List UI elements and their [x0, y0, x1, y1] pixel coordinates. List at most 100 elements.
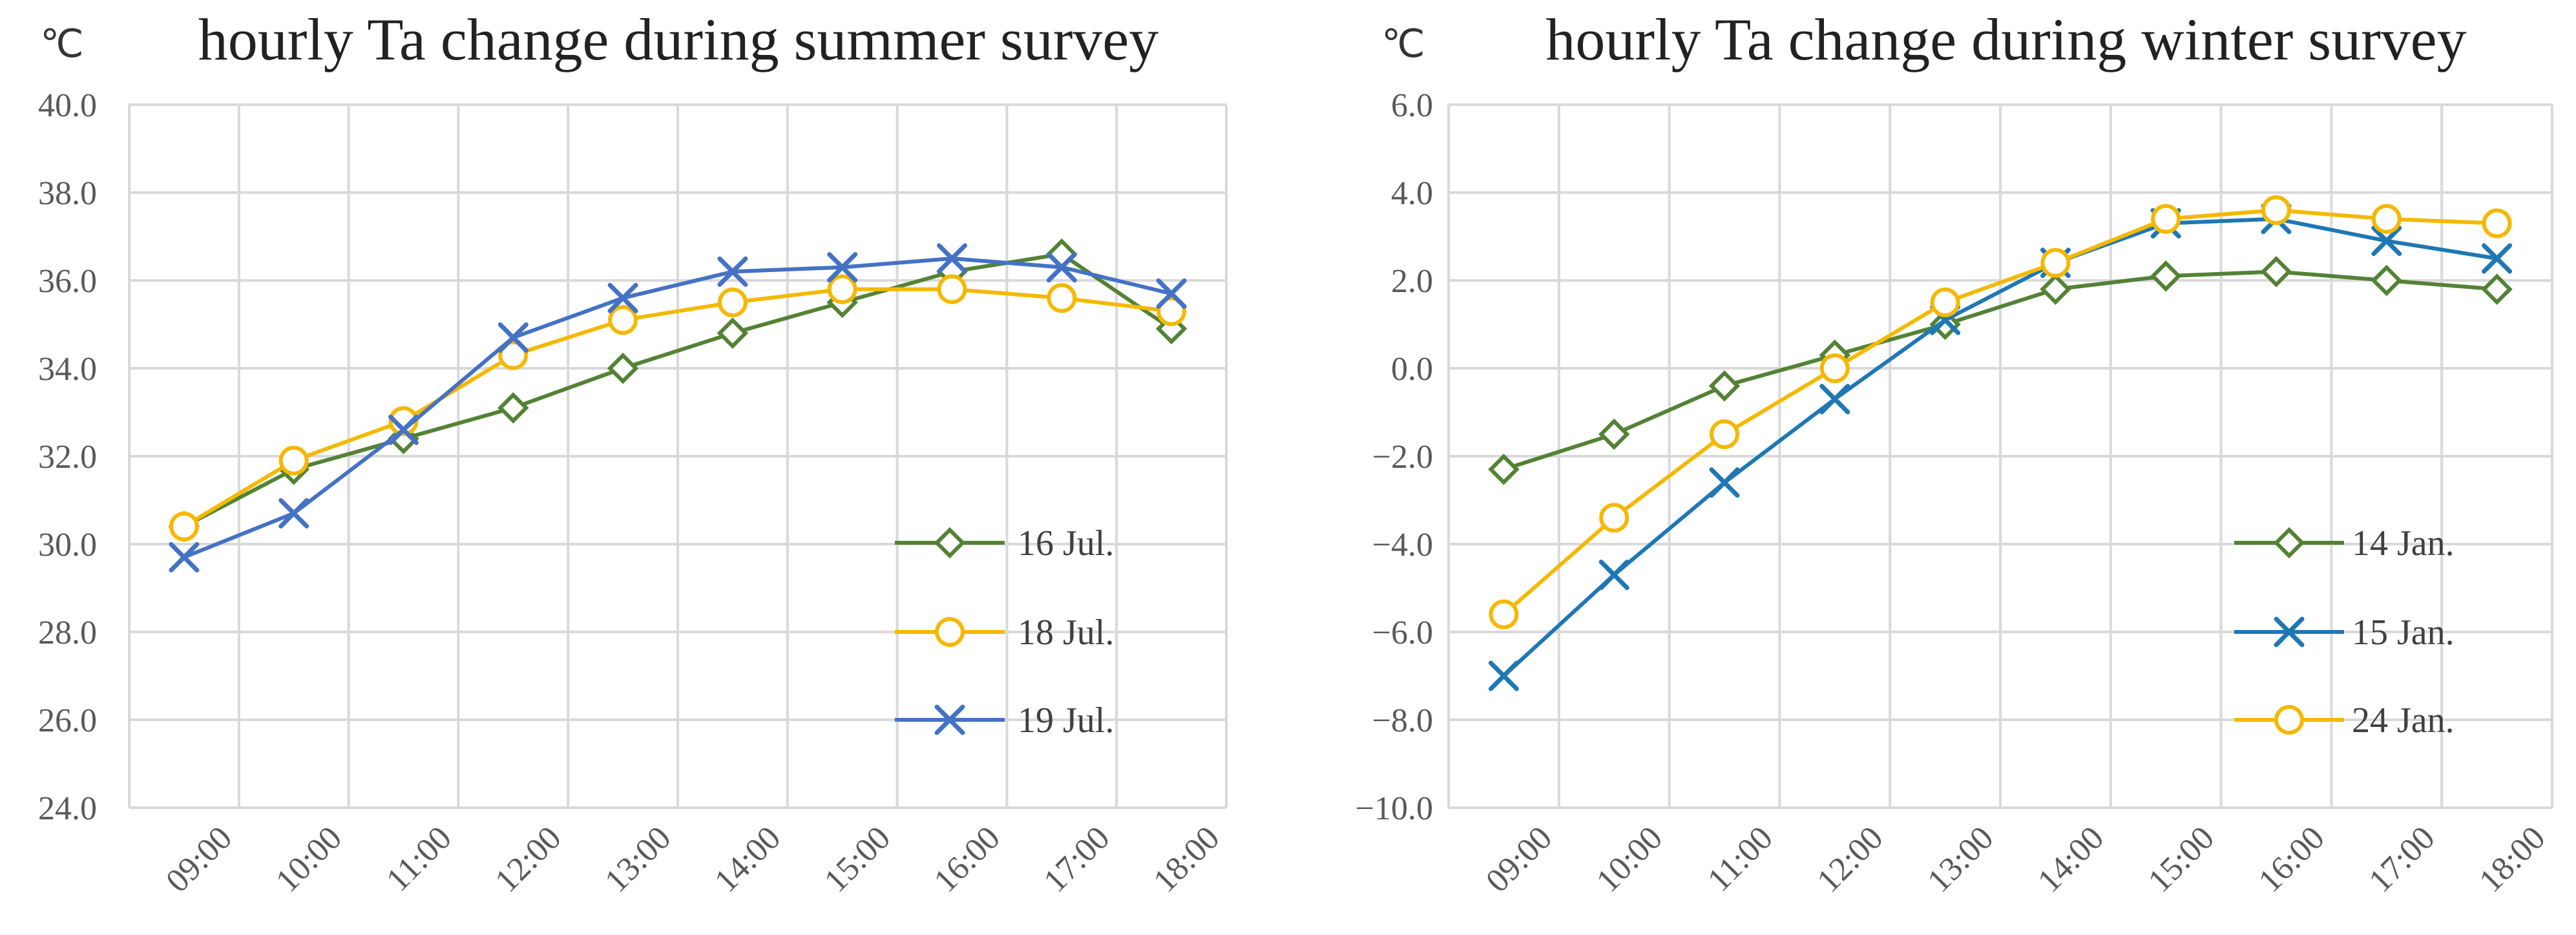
- summer-chart: hourly Ta change during summer survey ℃ 24…: [38, 6, 1228, 899]
- data-point: [1709, 467, 1740, 498]
- y-tick-label: −6.0: [1372, 615, 1433, 651]
- data-point: [2371, 226, 2402, 257]
- data-point: [2371, 204, 2402, 234]
- data-point: [169, 541, 200, 573]
- y-tick-label: 6.0: [1391, 87, 1433, 124]
- chart-title: hourly Ta change during winter survey: [1545, 6, 2466, 72]
- data-point: [169, 511, 199, 541]
- data-point: [717, 317, 749, 349]
- series-line-3: [1502, 208, 2497, 616]
- data-point: [1046, 238, 1078, 270]
- data-point: [1157, 296, 1187, 326]
- data-point: [717, 288, 748, 317]
- legend-marker: [2274, 705, 2304, 735]
- data-point: [1930, 288, 1960, 317]
- y-tick-label: −4.0: [1372, 527, 1433, 563]
- legend-marker: [2273, 527, 2305, 559]
- x-tick-label: 16:00: [927, 819, 1007, 899]
- x-tick-label: 18:00: [2472, 819, 2552, 899]
- data-point: [497, 392, 529, 424]
- x-tick-label: 10:00: [269, 819, 349, 899]
- legend-marker: [935, 617, 965, 647]
- chart-title: hourly Ta change during summer survey: [198, 6, 1159, 72]
- data-point: [827, 252, 858, 283]
- y-tick-label: 34.0: [38, 351, 97, 388]
- y-axis-unit: ℃: [1381, 23, 1425, 65]
- x-tick-label: 09:00: [159, 819, 239, 899]
- x-tick-label: 17:00: [2362, 819, 2442, 899]
- data-point: [1598, 560, 1629, 591]
- series-line-3: [183, 257, 1172, 560]
- x-tick-label: 15:00: [817, 819, 897, 899]
- data-point: [2150, 260, 2182, 292]
- x-tick-label: 11:00: [1701, 819, 1780, 899]
- legend-label: 14 Jan.: [2352, 523, 2455, 563]
- y-tick-label: 4.0: [1391, 175, 1433, 212]
- x-tick-label: 11:00: [379, 819, 459, 899]
- x-tick-label: 17:00: [1037, 819, 1117, 899]
- y-tick-label: 32.0: [38, 439, 97, 476]
- y-tick-label: 2.0: [1391, 263, 1433, 300]
- series-line-1: [1503, 269, 2497, 472]
- x-tick-label: 16:00: [2252, 819, 2332, 899]
- data-point: [2260, 256, 2292, 288]
- data-point: [1047, 283, 1077, 313]
- data-point: [1488, 660, 1519, 691]
- data-point: [1710, 419, 1739, 449]
- data-point: [607, 352, 639, 384]
- data-point: [2482, 243, 2513, 274]
- legend-marker: [934, 704, 965, 735]
- data-point: [388, 414, 419, 445]
- y-tick-label: −8.0: [1372, 702, 1433, 739]
- y-tick-label: 26.0: [38, 702, 97, 739]
- x-tick-label: 18:00: [1146, 819, 1226, 899]
- data-point: [2151, 204, 2181, 234]
- data-point: [278, 498, 309, 529]
- y-tick-label: 24.0: [38, 790, 97, 827]
- x-tick-label: 14:00: [2031, 819, 2111, 899]
- legend-label: 18 Jul.: [1018, 613, 1114, 653]
- y-tick-label: 36.0: [38, 263, 97, 300]
- data-point: [2040, 273, 2071, 305]
- legend-marker: [2274, 616, 2305, 647]
- legend-label: 24 Jan.: [2352, 700, 2455, 741]
- data-point: [937, 243, 967, 274]
- x-tick-label: 12:00: [488, 819, 569, 899]
- data-point: [2040, 247, 2071, 278]
- y-tick-label: 38.0: [38, 175, 97, 212]
- data-point: [1819, 384, 1850, 415]
- data-point: [1489, 599, 1519, 629]
- data-point: [607, 282, 638, 313]
- data-point: [1819, 353, 1850, 383]
- x-tick-label: 13:00: [1920, 819, 2000, 899]
- x-tick-label: 14:00: [707, 819, 788, 899]
- data-point: [278, 445, 309, 476]
- data-point: [498, 340, 529, 370]
- y-tick-label: −10.0: [1356, 790, 1433, 827]
- data-point: [1708, 370, 1741, 402]
- data-point: [1156, 278, 1187, 309]
- data-point: [2481, 273, 2513, 305]
- data-point: [827, 274, 857, 304]
- winter-chart: hourly Ta change during winter survey ℃ −1…: [1356, 6, 2553, 899]
- legend-label: 19 Jul.: [1018, 700, 1114, 741]
- x-tick-label: 10:00: [1589, 819, 1670, 899]
- y-tick-label: 0.0: [1391, 351, 1433, 388]
- data-point: [1599, 503, 1629, 533]
- y-tick-label: 40.0: [38, 87, 97, 124]
- series-line-2: [183, 287, 1172, 529]
- x-tick-label: 13:00: [598, 819, 678, 899]
- data-point: [1598, 418, 1630, 450]
- data-point: [1046, 252, 1077, 283]
- series-line-2: [1502, 216, 2498, 678]
- y-tick-label: −2.0: [1372, 439, 1433, 476]
- legend-label: 16 Jul.: [1018, 523, 1114, 563]
- y-axis-unit: ℃: [40, 23, 83, 65]
- data-point: [2371, 264, 2403, 297]
- y-tick-label: 30.0: [38, 527, 97, 563]
- data-point: [937, 274, 967, 304]
- data-point: [717, 256, 748, 287]
- data-point: [608, 305, 638, 335]
- x-tick-label: 12:00: [1810, 819, 1890, 899]
